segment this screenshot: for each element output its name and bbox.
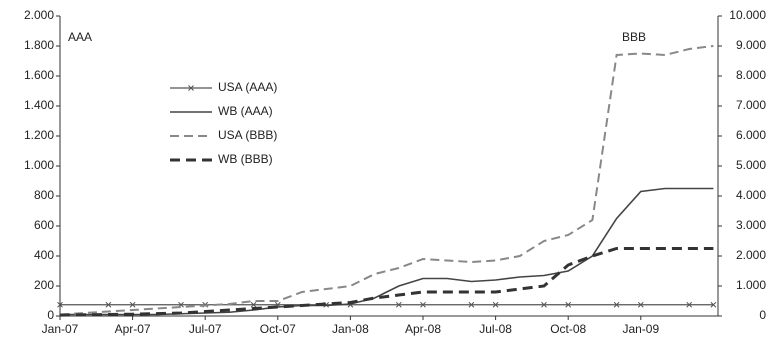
y2-tick-label: 4.000	[736, 188, 766, 202]
point-marker	[710, 301, 717, 308]
point-marker	[468, 301, 475, 308]
y-tick-label: 1.600	[24, 68, 54, 82]
legend-label: USA (BBB)	[218, 128, 277, 142]
y-tick-label: 2.000	[24, 8, 54, 22]
annotation: BBB	[622, 30, 646, 44]
annotation: AAA	[68, 30, 92, 44]
point-marker	[395, 301, 402, 308]
y2-tick-label: 6.000	[736, 128, 766, 142]
y-tick-label: 1.400	[24, 98, 54, 112]
y-tick-label: 200	[34, 278, 54, 292]
x-tick-label: Jul-08	[479, 322, 512, 336]
legend-marker	[188, 85, 194, 91]
x-tick-label: Jan-08	[332, 322, 369, 336]
y2-tick-label: 3.000	[736, 218, 766, 232]
point-marker	[565, 301, 572, 308]
x-tick-label: Jan-07	[42, 322, 79, 336]
point-marker	[541, 301, 547, 308]
y2-tick-label: 5.000	[736, 158, 766, 172]
point-marker	[250, 301, 257, 308]
point-marker	[637, 301, 644, 308]
point-marker	[57, 301, 63, 308]
y2-tick-label: 7.000	[736, 98, 766, 112]
series-line	[59, 45, 714, 316]
point-marker	[129, 301, 136, 308]
x-tick-label: Apr-07	[115, 322, 151, 336]
y-tick-label: 800	[34, 188, 54, 202]
series-line	[59, 247, 714, 317]
y-tick-label: 600	[34, 218, 54, 232]
x-tick-label: Oct-08	[550, 322, 586, 336]
point-marker	[613, 301, 620, 308]
point-marker	[686, 301, 693, 308]
point-marker	[492, 301, 499, 308]
x-tick-label: Apr-08	[405, 322, 441, 336]
y-tick-label: 1.200	[24, 128, 54, 142]
x-tick-label: Jan-09	[622, 322, 659, 336]
y-tick-label: 1.000	[24, 158, 54, 172]
y2-tick-label: 8.000	[736, 68, 766, 82]
y-tick-label: 1.800	[24, 38, 54, 52]
legend-label: WB (AAA)	[218, 104, 273, 118]
y2-tick-label: 0	[759, 308, 766, 322]
y2-tick-label: 2.000	[736, 248, 766, 262]
y-tick-label: 0	[47, 308, 54, 322]
y2-tick-label: 10.000	[729, 8, 766, 22]
y-tick-label: 400	[34, 248, 54, 262]
x-tick-label: Oct-07	[260, 322, 296, 336]
series-line	[60, 187, 714, 316]
x-tick-label: Jul-07	[189, 322, 222, 336]
point-marker	[105, 301, 112, 308]
y2-tick-label: 1.000	[736, 278, 766, 292]
legend-label: WB (BBB)	[218, 152, 273, 166]
point-marker	[420, 301, 426, 308]
legend-label: USA (AAA)	[218, 80, 277, 94]
y2-tick-label: 9.000	[736, 38, 766, 52]
